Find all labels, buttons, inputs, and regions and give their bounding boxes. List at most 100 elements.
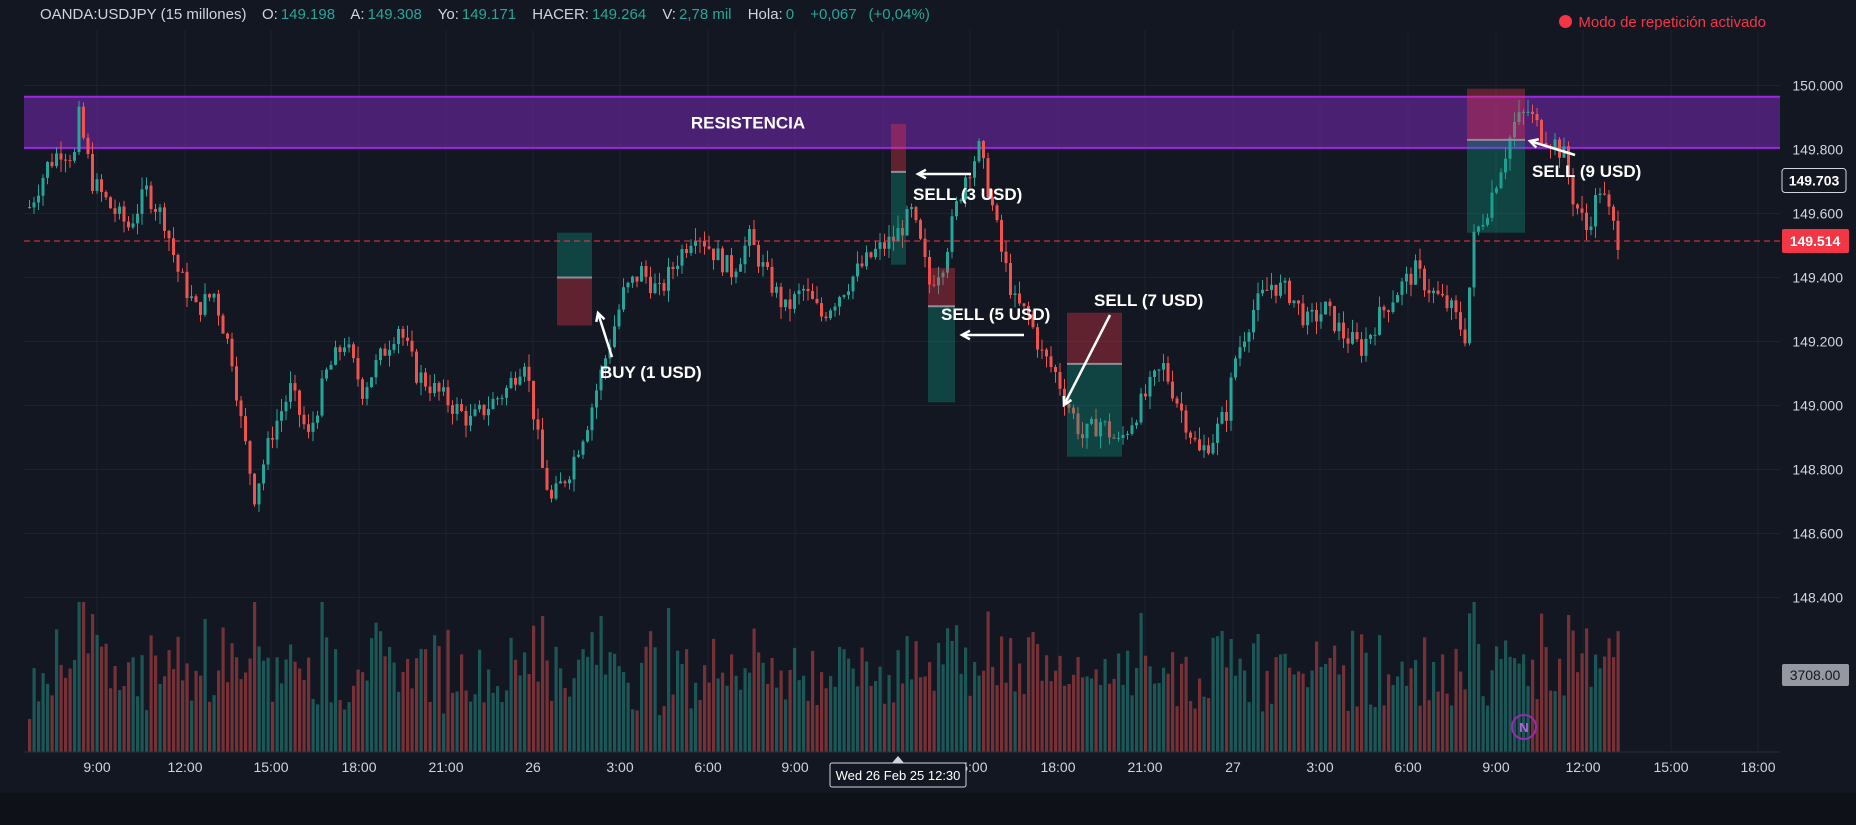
candle-body [1166,363,1170,382]
volume-bar [1342,665,1346,752]
candle-body [149,185,153,209]
volume-bar [230,643,234,752]
candle-body [383,348,387,356]
volume-bar [455,691,459,752]
candle-body [829,310,832,319]
candle-body [199,302,202,315]
volume-bar [1306,687,1310,752]
volume-bar [1180,663,1184,752]
candle-body [878,242,882,249]
stop-loss-zone[interactable] [1067,312,1122,364]
x-tick-label: 18:00 [341,759,376,775]
volume-bar [851,668,855,752]
volume-bar [1346,710,1350,752]
volume-bar [154,655,158,752]
candle-body [1013,293,1017,296]
candle-body [1022,303,1026,306]
x-tick-label: 6:00 [694,759,721,775]
volume-bar [320,602,324,752]
volume-bar [28,719,32,752]
candle-body [37,195,40,203]
volume-bar [617,666,621,752]
crosshair-time-label: Wed 26 Feb 25 12:30 [836,768,961,783]
volume-bar [1553,691,1557,752]
stop-loss-zone[interactable] [928,267,955,307]
volume-bar [1198,678,1202,752]
volume-bar [626,682,630,752]
y-axis[interactable]: 150.000 149.800 149.600 149.400 149.200 149.0… [1781,78,1849,687]
volume-bar [788,670,792,752]
volume-bar [185,663,189,752]
volume-bar [293,661,297,752]
take-profit-zone[interactable] [1467,139,1525,233]
candle-body [1400,281,1404,295]
volume-bar [527,673,531,752]
candle-body [689,245,693,254]
volume-bar [1252,643,1256,752]
symbol-name[interactable]: OANDA:USDJPY (15 millones) [40,6,247,23]
x-axis[interactable]: 9:00 12:00 15:00 18:00 21:00 26 3:00 6:00 9:00 12… [24,751,1780,788]
candle-body [1090,418,1093,424]
candle-body [1369,334,1372,339]
volume-bar [914,641,918,752]
candle-body [1477,226,1480,232]
volume-bar [1234,675,1238,752]
candle-body [1427,290,1431,294]
candle-body [491,398,495,409]
news-marker-icon[interactable] [1511,714,1537,740]
volume-bar [1540,613,1544,752]
volume-bar [1405,685,1409,752]
stop-loss-zone[interactable] [557,277,592,326]
volume-bar [1207,698,1211,752]
candle-body [257,483,261,505]
volume-bar [1351,630,1355,752]
trade-annotations: BUY (1 USD) SELL (3 USD) SELL (5 USD) SELL … [595,138,1641,408]
volume-bar [383,656,387,752]
candle-body [1076,413,1080,435]
volume-bar [1211,637,1215,752]
candle-body [1553,139,1557,149]
volume-bar [1337,674,1341,752]
volume-bar [316,704,320,752]
candle-body [1130,425,1134,434]
volume-bar [361,672,365,752]
volume-bar [1477,643,1481,752]
candle-body [1576,204,1579,209]
volume-bar [505,690,509,752]
candle-body [874,248,877,258]
annotation-arrowhead [959,329,971,341]
volume-bar [464,690,468,752]
volume-bar [1036,644,1040,752]
stop-loss-zone[interactable] [891,123,906,172]
candle-body [905,209,909,236]
candle-body [1135,422,1138,426]
volume-bar [793,647,797,752]
annotation-arrowhead [595,310,606,323]
candle-body [671,266,675,270]
volume-bar [1261,711,1265,752]
take-profit-zone[interactable] [891,171,906,265]
volume-bar [640,662,644,752]
candle-body [442,387,445,392]
volume-bar [46,683,50,752]
volume-bar [1072,674,1076,752]
x-tick-label: 3:00 [1306,759,1333,775]
y-tick-label: 149.200 [1792,334,1843,350]
candle-body [284,401,288,412]
take-profit-zone[interactable] [557,232,592,278]
candle-body [1207,445,1210,454]
volume-bar [1603,656,1607,752]
candle-body [1418,260,1422,269]
volume-bar [959,673,963,752]
candle-body [1517,112,1521,122]
stop-loss-zone[interactable] [1467,88,1525,140]
take-profit-zone[interactable] [1067,363,1122,457]
replay-indicator[interactable]: Modo de repetición activado [1559,14,1766,31]
volume-bar [604,674,608,752]
candle-body [86,137,90,155]
take-profit-zone[interactable] [928,306,955,403]
candle-body [392,344,396,350]
candle-body [275,420,279,440]
candle-body [1387,310,1390,312]
